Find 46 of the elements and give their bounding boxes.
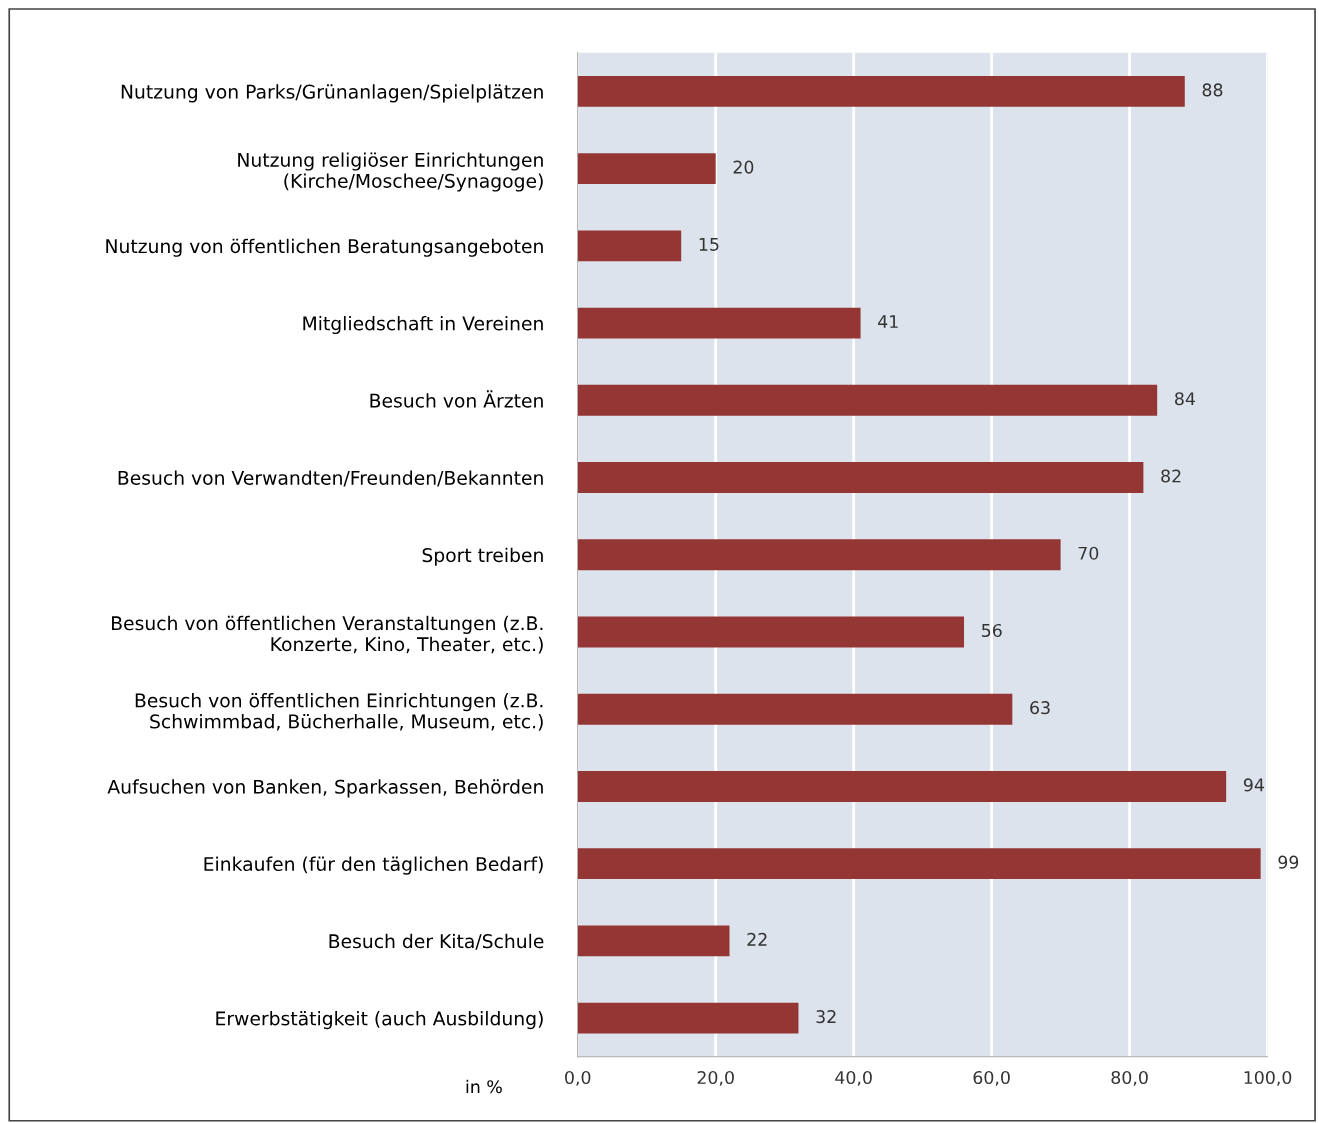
y-tick-label: Besuch von Ärzten — [370, 390, 543, 408]
data-label: 70 — [1078, 546, 1099, 560]
data-label: 82 — [1161, 469, 1181, 483]
bar — [577, 693, 1013, 725]
y-tick-label: Besuch von öffentlichen Einrichtungen (z.B. Schwimmbad, Bücherhalle, Museum, etc.) — [135, 693, 543, 731]
data-label: 84 — [1175, 392, 1195, 406]
data-label: 88 — [1202, 83, 1223, 97]
y-tick-label: Besuch von Verwandten/Freunden/Bekannten — [118, 470, 543, 487]
y-tick-label: Besuch von öffentlichen Veranstaltungen (z.B. Konzerte, Kino, Theater, etc.) — [112, 615, 543, 654]
bar — [577, 230, 682, 262]
data-label: 94 — [1243, 778, 1264, 792]
data-label: 20 — [733, 160, 754, 174]
data-label: 56 — [982, 623, 1002, 638]
bar — [577, 848, 1261, 880]
data-label: 32 — [816, 1010, 836, 1024]
data-label: 22 — [747, 932, 767, 946]
y-tick-label: Erwerbstätigkeit (auch Ausbildung) — [216, 1011, 543, 1030]
y-tick-label: Mitgliedschaft in Vereinen — [303, 315, 543, 335]
x-tick-label: 80,0 — [1111, 1070, 1148, 1086]
y-tick-label: Nutzung von Parks/Grünanlagen/Spielplätzen — [121, 84, 543, 103]
bar — [577, 771, 1227, 802]
bar — [577, 307, 861, 339]
y-tick-label: Nutzung von öffentlichen Beratungsangeboten — [106, 238, 543, 257]
data-label: 41 — [878, 315, 898, 328]
y-tick-label: Besuch der Kita/Schule — [329, 933, 544, 950]
y-tick-label: Aufsuchen von Banken, Sparkassen, Behörden — [107, 779, 543, 798]
y-tick-label: Nutzung religiöser Einrichtungen (Kirche/Moschee/Synagoge) — [238, 152, 543, 192]
bar — [577, 539, 1061, 571]
bar — [577, 616, 965, 648]
y-tick-label: Sport treiben — [422, 547, 543, 566]
data-label: 15 — [699, 237, 719, 251]
y-tick-label: Einkaufen (für den täglichen Bedarf) — [204, 856, 543, 875]
x-axis-title: in % — [466, 1079, 502, 1094]
data-label: 63 — [1030, 701, 1050, 715]
bar — [577, 75, 1185, 107]
x-tick-label: 40,0 — [835, 1070, 872, 1086]
bar — [577, 462, 1144, 493]
x-tick-label: 0,0 — [565, 1070, 591, 1086]
x-tick-label: 20,0 — [697, 1070, 734, 1086]
bar — [577, 1002, 799, 1034]
bar — [577, 925, 730, 957]
bar — [577, 384, 1158, 416]
x-tick-label: 100,0 — [1244, 1070, 1292, 1086]
x-tick-label: 60,0 — [973, 1070, 1010, 1086]
data-label: 99 — [1278, 855, 1299, 869]
bar — [577, 153, 716, 185]
